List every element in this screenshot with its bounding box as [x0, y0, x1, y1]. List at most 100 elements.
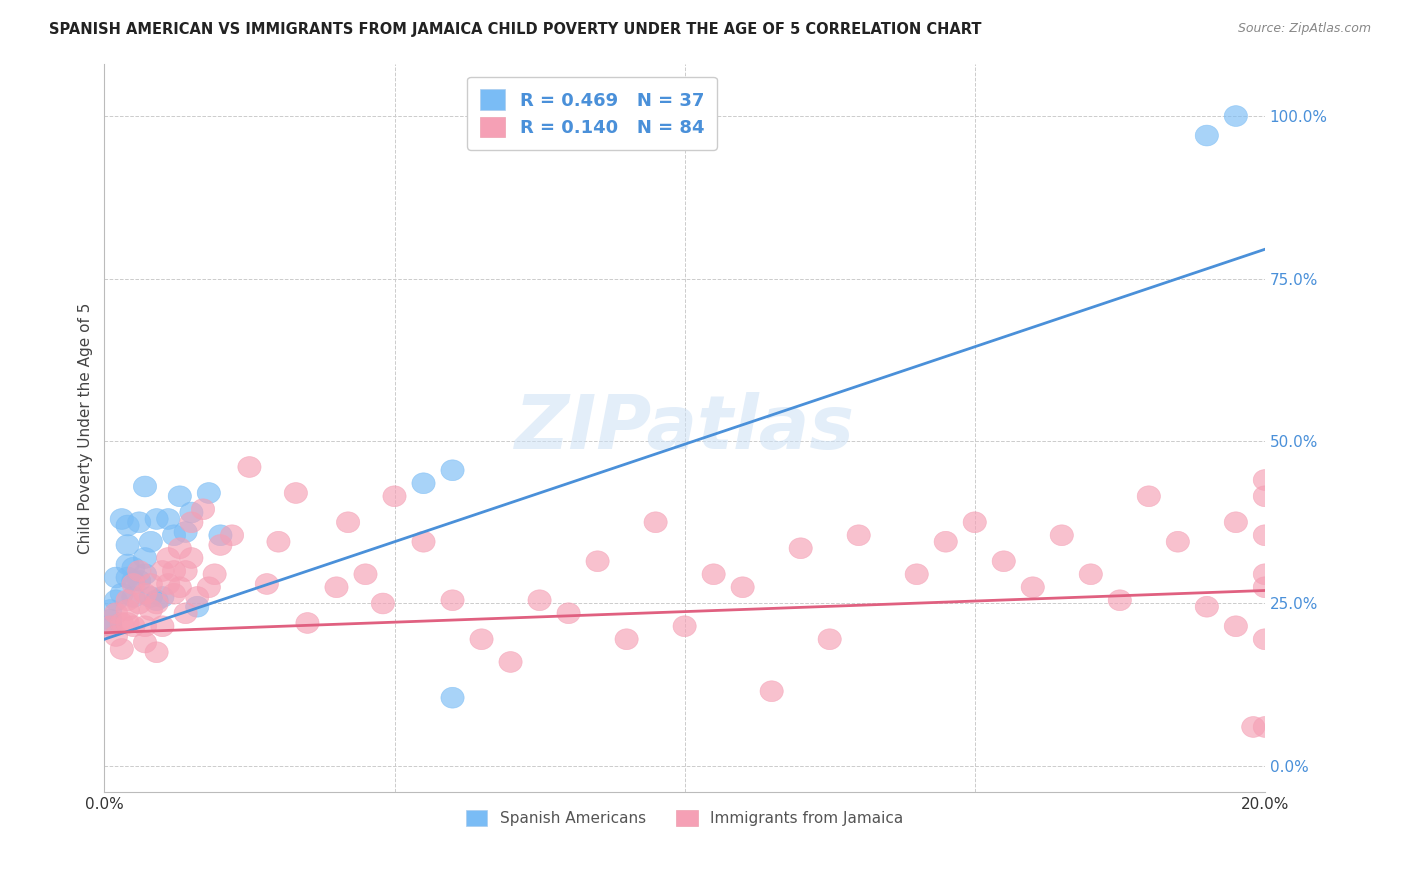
Ellipse shape	[104, 603, 128, 624]
Ellipse shape	[122, 574, 145, 594]
Ellipse shape	[702, 564, 725, 584]
Ellipse shape	[115, 590, 139, 611]
Ellipse shape	[1253, 577, 1277, 598]
Ellipse shape	[197, 483, 221, 503]
Ellipse shape	[1253, 469, 1277, 491]
Y-axis label: Child Poverty Under the Age of 5: Child Poverty Under the Age of 5	[79, 302, 93, 554]
Ellipse shape	[145, 642, 169, 663]
Ellipse shape	[150, 560, 174, 582]
Ellipse shape	[1253, 716, 1277, 738]
Ellipse shape	[163, 583, 186, 604]
Ellipse shape	[673, 615, 696, 637]
Ellipse shape	[221, 524, 243, 546]
Ellipse shape	[98, 599, 122, 620]
Ellipse shape	[115, 599, 139, 620]
Ellipse shape	[139, 574, 163, 594]
Ellipse shape	[614, 629, 638, 649]
Ellipse shape	[128, 560, 150, 582]
Ellipse shape	[169, 538, 191, 558]
Ellipse shape	[115, 534, 139, 556]
Ellipse shape	[98, 615, 122, 637]
Ellipse shape	[1253, 564, 1277, 584]
Ellipse shape	[186, 587, 209, 607]
Text: SPANISH AMERICAN VS IMMIGRANTS FROM JAMAICA CHILD POVERTY UNDER THE AGE OF 5 COR: SPANISH AMERICAN VS IMMIGRANTS FROM JAMA…	[49, 22, 981, 37]
Ellipse shape	[1225, 615, 1247, 637]
Ellipse shape	[1050, 524, 1073, 546]
Ellipse shape	[354, 564, 377, 584]
Ellipse shape	[110, 639, 134, 659]
Ellipse shape	[209, 534, 232, 556]
Ellipse shape	[197, 577, 221, 598]
Ellipse shape	[441, 590, 464, 611]
Ellipse shape	[174, 522, 197, 542]
Ellipse shape	[122, 570, 145, 591]
Ellipse shape	[267, 532, 290, 552]
Ellipse shape	[115, 515, 139, 536]
Ellipse shape	[1108, 590, 1132, 611]
Ellipse shape	[905, 564, 928, 584]
Ellipse shape	[818, 629, 841, 649]
Ellipse shape	[104, 625, 128, 647]
Ellipse shape	[139, 599, 163, 620]
Ellipse shape	[1225, 105, 1247, 127]
Ellipse shape	[115, 567, 139, 588]
Ellipse shape	[134, 583, 156, 604]
Ellipse shape	[1241, 716, 1265, 738]
Ellipse shape	[180, 548, 202, 568]
Ellipse shape	[846, 524, 870, 546]
Ellipse shape	[295, 613, 319, 633]
Ellipse shape	[115, 554, 139, 574]
Ellipse shape	[163, 524, 186, 546]
Ellipse shape	[134, 476, 156, 497]
Ellipse shape	[110, 583, 134, 604]
Ellipse shape	[1166, 532, 1189, 552]
Ellipse shape	[169, 577, 191, 598]
Ellipse shape	[110, 613, 134, 633]
Ellipse shape	[336, 512, 360, 533]
Ellipse shape	[128, 512, 150, 533]
Ellipse shape	[1253, 629, 1277, 649]
Ellipse shape	[202, 564, 226, 584]
Ellipse shape	[441, 688, 464, 708]
Ellipse shape	[110, 508, 134, 529]
Ellipse shape	[371, 593, 395, 614]
Ellipse shape	[145, 508, 169, 529]
Ellipse shape	[134, 632, 156, 653]
Ellipse shape	[209, 524, 232, 546]
Ellipse shape	[174, 560, 197, 582]
Ellipse shape	[470, 629, 494, 649]
Legend: Spanish Americans, Immigrants from Jamaica: Spanish Americans, Immigrants from Jamai…	[457, 801, 912, 835]
Ellipse shape	[104, 590, 128, 611]
Ellipse shape	[963, 512, 987, 533]
Ellipse shape	[993, 551, 1015, 572]
Ellipse shape	[150, 615, 174, 637]
Ellipse shape	[934, 532, 957, 552]
Ellipse shape	[412, 473, 434, 493]
Ellipse shape	[284, 483, 308, 503]
Text: Source: ZipAtlas.com: Source: ZipAtlas.com	[1237, 22, 1371, 36]
Ellipse shape	[1137, 486, 1160, 507]
Ellipse shape	[122, 558, 145, 578]
Ellipse shape	[122, 615, 145, 637]
Ellipse shape	[139, 587, 163, 607]
Ellipse shape	[1253, 524, 1277, 546]
Ellipse shape	[98, 609, 122, 630]
Text: ZIPatlas: ZIPatlas	[515, 392, 855, 465]
Ellipse shape	[761, 681, 783, 702]
Ellipse shape	[98, 615, 122, 637]
Ellipse shape	[180, 512, 202, 533]
Ellipse shape	[1021, 577, 1045, 598]
Ellipse shape	[1195, 125, 1219, 146]
Ellipse shape	[128, 593, 150, 614]
Ellipse shape	[104, 567, 128, 588]
Ellipse shape	[134, 548, 156, 568]
Ellipse shape	[1253, 486, 1277, 507]
Ellipse shape	[134, 564, 156, 584]
Ellipse shape	[644, 512, 668, 533]
Ellipse shape	[115, 613, 139, 633]
Ellipse shape	[1195, 597, 1219, 617]
Ellipse shape	[789, 538, 813, 558]
Ellipse shape	[529, 590, 551, 611]
Ellipse shape	[325, 577, 349, 598]
Ellipse shape	[441, 460, 464, 481]
